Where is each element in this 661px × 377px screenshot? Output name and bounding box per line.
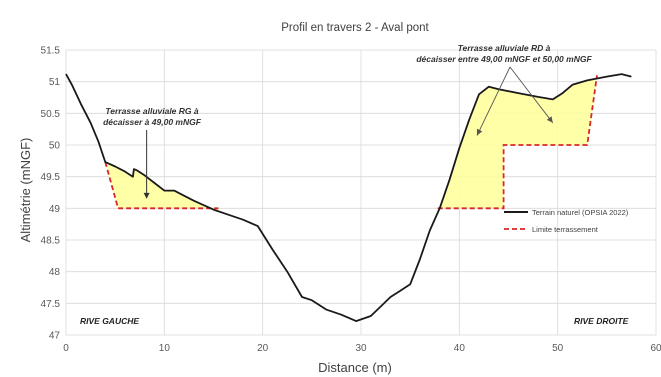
y-tick-label: 49.5 (41, 172, 61, 183)
x-tick-label: 30 (355, 343, 367, 354)
y-tick-label: 51 (49, 77, 61, 88)
y-tick-label: 48.5 (41, 236, 61, 247)
terrain-naturel-line (65, 73, 632, 323)
limite-terrassement-line (104, 161, 219, 210)
legend-label-limite: Limite terrassement (532, 225, 599, 234)
legend: Terrain naturel (OPSIA 2022) Limite terr… (504, 208, 629, 234)
y-tick-label: 47.5 (41, 299, 61, 310)
x-axis-title: Distance (m) (318, 360, 392, 375)
x-tick-label: 20 (257, 343, 269, 354)
bank-label-left: RIVE GAUCHE (80, 316, 139, 326)
x-tick-label: 10 (159, 343, 171, 354)
annotation-rg-line1: Terrasse alluviale RG à (105, 106, 199, 116)
chart-title: Profil en travers 2 - Aval pont (281, 22, 429, 34)
annotation-rd-arrow (476, 66, 511, 136)
legend-label-terrain: Terrain naturel (OPSIA 2022) (532, 208, 629, 217)
terrace-fill-area (437, 75, 597, 213)
x-tick-label: 60 (650, 343, 661, 354)
y-tick-label: 51.5 (41, 46, 61, 57)
annotation-layer: Terrasse alluviale RG à décaisser à 49,0… (80, 43, 629, 326)
limite-terrassement-line (437, 75, 598, 210)
x-tick-label: 0 (63, 343, 69, 354)
y-tick-label: 49 (49, 204, 61, 215)
annotation-rd-line1: Terrasse alluviale RD à (458, 43, 551, 53)
bank-label-right: RIVE DROITE (574, 316, 629, 326)
tick-layer: 47 47.5 48 48.5 49 49.5 50 50.5 51 51.5 0 10 20 30 40 5… (41, 46, 661, 355)
y-tick-label: 48 (49, 267, 61, 278)
annotation-rg-arrowhead (143, 192, 150, 199)
annotation-rd-arrow (509, 66, 554, 124)
y-tick-label: 50 (49, 141, 61, 152)
y-tick-label: 47 (49, 331, 61, 342)
annotation-rd-line2: décaisser entre 49,00 mNGF et 50,00 mNGF (416, 54, 592, 64)
series-layer (65, 73, 632, 323)
x-tick-label: 50 (552, 343, 564, 354)
y-tick-label: 50.5 (41, 109, 61, 120)
y-axis-title: Altimétrie (mNGF) (18, 138, 33, 243)
annotation-rd-arrowhead (476, 128, 483, 136)
annotation-rd-arrowhead (546, 116, 553, 123)
x-tick-label: 40 (454, 343, 466, 354)
annotation-rg-line2: décaisser à 49,00 mNGF (103, 117, 202, 127)
